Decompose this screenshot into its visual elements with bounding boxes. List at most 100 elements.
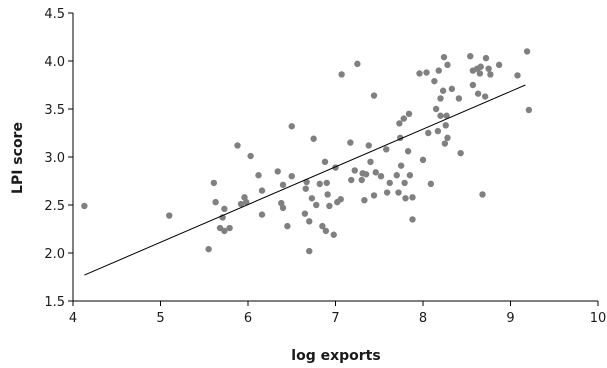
data-point: [439, 87, 447, 94]
data-point: [437, 95, 444, 102]
data-point: [221, 205, 228, 213]
data-point: [437, 112, 444, 119]
data-point: [487, 71, 494, 78]
data-point: [442, 122, 449, 129]
data-point: [397, 162, 405, 169]
data-point: [523, 48, 531, 55]
data-point: [306, 218, 313, 225]
data-point: [258, 211, 266, 218]
data-point: [377, 173, 385, 180]
data-point: [279, 204, 287, 212]
data-point: [479, 191, 486, 198]
data-point: [396, 120, 403, 127]
data-point: [405, 110, 413, 118]
data-point: [279, 181, 287, 189]
data-point: [81, 202, 88, 210]
data-point: [351, 167, 358, 174]
data-point: [321, 158, 329, 165]
data-point: [383, 146, 390, 153]
data-point: [365, 142, 372, 149]
data-point: [514, 72, 521, 79]
x-axis-title: log exports: [291, 348, 380, 364]
data-point: [354, 60, 361, 68]
data-point: [348, 176, 355, 184]
data-point: [288, 173, 295, 180]
data-point: [427, 180, 435, 188]
data-point: [370, 92, 378, 99]
data-point: [326, 202, 333, 210]
data-point: [322, 227, 330, 235]
data-point: [278, 199, 285, 207]
data-point: [481, 93, 489, 100]
data-point: [221, 227, 228, 235]
data-point: [370, 192, 378, 199]
data-point: [358, 176, 365, 184]
y-axis-ticks: 1.5 2.0 2.5 3.0 3.5 4.0 4.5: [44, 7, 73, 310]
data-point: [482, 54, 490, 62]
trend-line: [84, 84, 526, 276]
data-point: [448, 85, 456, 93]
data-point: [444, 61, 451, 69]
data-point: [477, 63, 484, 70]
data-point: [288, 123, 295, 130]
x-tick-label: 5: [156, 311, 164, 326]
data-point: [166, 212, 173, 219]
data-point: [284, 222, 291, 230]
data-point: [402, 195, 409, 202]
x-tick-label: 7: [331, 311, 339, 326]
data-point: [319, 222, 326, 230]
y-tick-label: 2.5: [44, 199, 65, 214]
data-point: [440, 53, 448, 61]
data-point: [255, 172, 262, 179]
data-point: [338, 71, 345, 78]
y-tick-label: 3.0: [44, 151, 65, 166]
data-point: [467, 53, 474, 60]
data-point: [247, 152, 254, 160]
data-point: [434, 127, 442, 135]
data-point: [444, 134, 451, 141]
data-point: [419, 156, 427, 164]
data-point: [301, 210, 309, 217]
y-tick-label: 1.5: [44, 295, 65, 310]
data-point: [409, 194, 416, 201]
data-point: [367, 158, 374, 165]
x-tick-label: 6: [244, 311, 252, 326]
data-point: [423, 69, 430, 76]
data-point: [525, 106, 533, 114]
data-point: [362, 171, 370, 178]
y-tick-label: 4.0: [44, 55, 65, 70]
data-point: [316, 180, 323, 188]
data-point: [425, 129, 432, 137]
y-tick-label: 4.5: [44, 7, 65, 22]
data-point: [372, 169, 379, 176]
data-point: [323, 179, 330, 187]
points-layer: [81, 48, 533, 255]
data-point: [212, 198, 219, 206]
y-tick-label: 2.0: [44, 247, 65, 262]
data-point: [406, 172, 414, 179]
data-point: [495, 61, 503, 69]
x-tick-label: 8: [419, 311, 427, 326]
data-point: [313, 201, 320, 209]
data-point: [383, 189, 391, 196]
data-point: [455, 95, 463, 102]
data-point: [258, 187, 266, 194]
data-point: [226, 224, 233, 232]
data-point: [361, 197, 368, 204]
data-point: [306, 247, 313, 255]
data-point: [435, 67, 442, 74]
data-point: [330, 231, 337, 238]
data-point: [324, 191, 331, 198]
data-point: [395, 189, 402, 196]
data-point: [441, 140, 449, 147]
data-point: [443, 112, 450, 119]
data-point: [393, 172, 400, 179]
data-point: [237, 200, 245, 208]
data-point: [302, 185, 309, 192]
data-point: [476, 70, 484, 77]
data-point: [308, 195, 316, 202]
data-point: [274, 168, 281, 175]
x-axis-ticks: 4 5 6 7 8 9 10: [69, 301, 606, 326]
data-point: [401, 179, 408, 187]
